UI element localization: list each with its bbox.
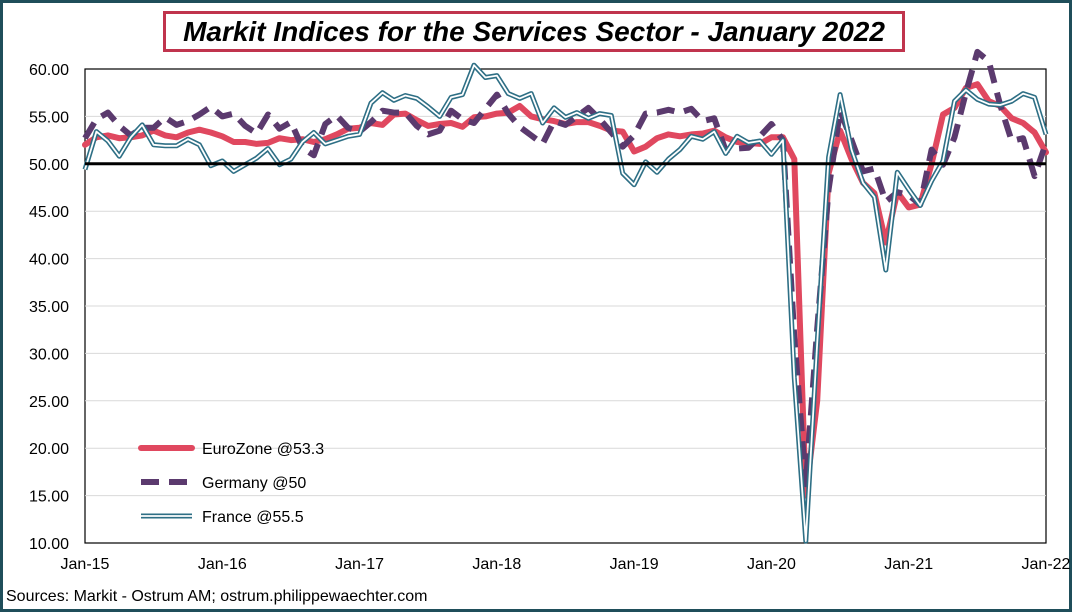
y-tick-label-35.00: 35.00 <box>29 299 69 316</box>
chart-title: Markit Indices for the Services Sector -… <box>183 15 885 47</box>
y-tick-label-15.00: 15.00 <box>29 489 69 506</box>
y-tick-label-25.00: 25.00 <box>29 394 69 411</box>
y-tick-label-50.00: 50.00 <box>29 157 69 174</box>
x-tick-label-Jan-22: Jan-22 <box>1022 556 1071 573</box>
y-tick-label-55.00: 55.00 <box>29 109 69 126</box>
y-tick-label-10.00: 10.00 <box>29 536 69 553</box>
y-tick-label-45.00: 45.00 <box>29 204 69 221</box>
legend-label-2: France @55.5 <box>202 509 304 526</box>
x-tick-label-Jan-19: Jan-19 <box>610 556 659 573</box>
legend-label-0: EuroZone @53.3 <box>202 441 324 458</box>
x-tick-label-Jan-20: Jan-20 <box>747 556 796 573</box>
chart-title-box: Markit Indices for the Services Sector -… <box>163 11 905 52</box>
y-tick-label-20.00: 20.00 <box>29 441 69 458</box>
x-tick-label-Jan-18: Jan-18 <box>472 556 521 573</box>
x-tick-label-Jan-16: Jan-16 <box>198 556 247 573</box>
source-note: Sources: Markit - Ostrum AM; ostrum.phil… <box>6 588 428 605</box>
y-tick-label-40.00: 40.00 <box>29 252 69 269</box>
legend-label-1: Germany @50 <box>202 475 306 492</box>
y-tick-label-30.00: 30.00 <box>29 346 69 363</box>
series-line-germany <box>82 48 1049 488</box>
series-line-eurozone <box>82 81 1049 499</box>
y-tick-label-60.00: 60.00 <box>29 62 69 79</box>
x-tick-label-Jan-15: Jan-15 <box>61 556 110 573</box>
x-tick-label-Jan-21: Jan-21 <box>884 556 933 573</box>
x-tick-label-Jan-17: Jan-17 <box>335 556 384 573</box>
